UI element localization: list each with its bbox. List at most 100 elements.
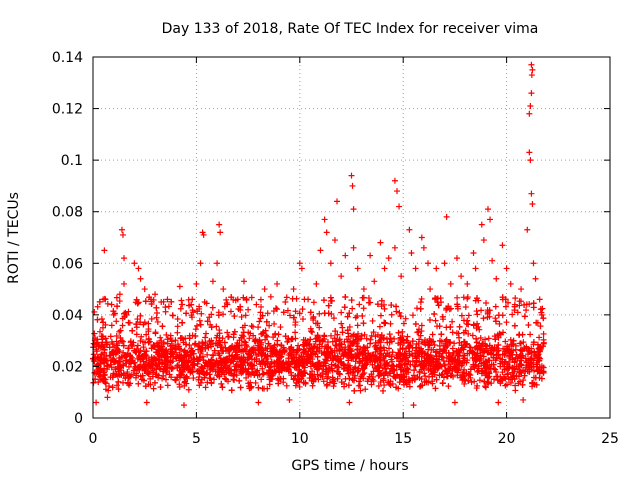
data-point — [267, 376, 274, 383]
data-point — [223, 296, 230, 303]
data-point — [471, 378, 478, 385]
data-point — [282, 333, 289, 340]
data-point — [328, 332, 335, 339]
data-point — [390, 373, 397, 380]
data-point — [539, 343, 546, 350]
data-point — [443, 336, 450, 343]
data-point — [153, 304, 160, 311]
data-point — [470, 322, 477, 329]
data-point — [382, 365, 389, 372]
data-point — [137, 275, 144, 282]
data-point — [471, 364, 478, 371]
data-point — [216, 368, 223, 375]
data-point — [193, 322, 200, 329]
data-point — [172, 377, 179, 384]
data-point — [284, 307, 291, 314]
data-point — [396, 309, 403, 316]
data-point — [437, 337, 443, 344]
data-point — [317, 247, 324, 254]
data-point — [451, 365, 458, 372]
data-point — [103, 353, 110, 360]
x-tick-label: 20 — [498, 431, 516, 447]
data-point — [449, 318, 456, 325]
data-point — [346, 375, 353, 382]
data-point — [447, 323, 454, 330]
data-point — [202, 334, 209, 341]
data-point — [214, 342, 221, 349]
data-point — [215, 312, 222, 319]
data-point — [164, 364, 171, 371]
data-point — [228, 387, 235, 394]
data-point — [344, 362, 351, 369]
data-point — [463, 320, 470, 327]
data-point — [296, 383, 303, 390]
data-point — [207, 375, 214, 382]
data-point — [169, 312, 176, 319]
data-point — [199, 339, 206, 346]
data-point — [208, 380, 215, 387]
data-point — [528, 90, 535, 97]
data-point — [216, 221, 223, 228]
data-point — [137, 356, 144, 363]
data-point — [517, 361, 524, 368]
data-point — [398, 273, 405, 280]
data-point — [237, 362, 244, 369]
data-point — [415, 340, 422, 347]
data-point — [323, 368, 330, 375]
data-point — [416, 368, 423, 375]
data-point — [108, 301, 115, 308]
data-point — [256, 358, 263, 365]
data-point — [418, 376, 425, 383]
data-point — [258, 359, 265, 366]
data-point — [192, 326, 199, 333]
data-point — [416, 347, 423, 354]
data-point — [360, 294, 367, 301]
data-point — [263, 369, 270, 376]
data-point — [160, 340, 167, 347]
data-point — [287, 353, 294, 360]
data-point — [104, 300, 111, 307]
data-point — [468, 379, 475, 386]
data-point — [145, 357, 152, 364]
data-point — [377, 344, 384, 351]
data-point — [346, 399, 353, 406]
data-point — [530, 260, 537, 267]
data-point — [363, 335, 370, 342]
data-point — [362, 386, 369, 393]
data-point — [515, 380, 522, 387]
data-point — [478, 221, 485, 228]
data-point — [461, 357, 468, 364]
data-point — [447, 353, 454, 360]
data-point — [157, 384, 164, 391]
data-point — [529, 379, 536, 386]
data-point — [400, 320, 407, 327]
data-point — [258, 376, 265, 383]
data-point — [258, 339, 265, 346]
data-point — [291, 314, 298, 321]
data-point — [395, 329, 402, 336]
data-point — [422, 373, 429, 380]
data-point — [447, 305, 454, 312]
data-point — [465, 330, 472, 337]
data-point — [252, 379, 259, 386]
data-point — [478, 307, 485, 314]
data-point — [240, 329, 247, 336]
data-point — [532, 275, 539, 282]
data-point — [403, 366, 410, 373]
y-tick-label: 0.12 — [52, 102, 83, 118]
data-point — [349, 182, 356, 189]
data-point — [227, 346, 234, 353]
data-point — [137, 312, 144, 319]
data-point — [425, 260, 432, 267]
data-point — [376, 323, 383, 330]
data-point — [237, 303, 244, 310]
data-point — [425, 357, 432, 364]
data-point — [263, 355, 270, 362]
data-point — [406, 342, 413, 349]
data-point — [201, 374, 208, 381]
data-point — [204, 318, 211, 325]
data-point — [145, 320, 152, 327]
data-point — [137, 337, 144, 344]
data-point — [484, 206, 491, 213]
data-point — [127, 380, 134, 387]
